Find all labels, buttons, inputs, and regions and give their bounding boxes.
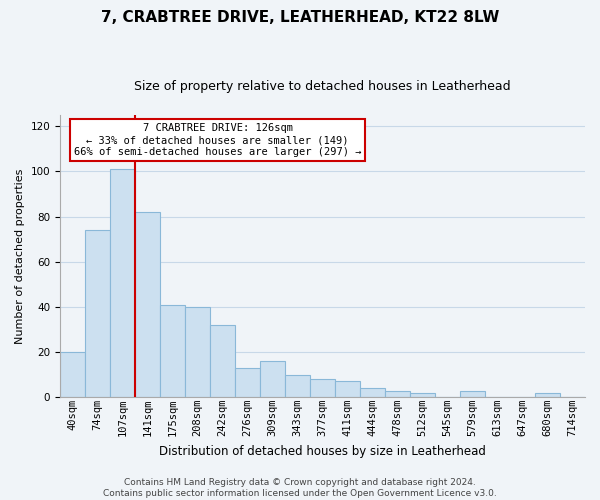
Bar bbox=[310, 379, 335, 398]
Text: 7, CRABTREE DRIVE, LEATHERHEAD, KT22 8LW: 7, CRABTREE DRIVE, LEATHERHEAD, KT22 8LW bbox=[101, 10, 499, 25]
Bar bbox=[135, 212, 160, 398]
Bar bbox=[535, 393, 560, 398]
X-axis label: Distribution of detached houses by size in Leatherhead: Distribution of detached houses by size … bbox=[159, 444, 486, 458]
Bar bbox=[60, 352, 85, 398]
Text: Contains HM Land Registry data © Crown copyright and database right 2024.
Contai: Contains HM Land Registry data © Crown c… bbox=[103, 478, 497, 498]
Bar bbox=[410, 393, 435, 398]
Bar bbox=[160, 304, 185, 398]
Bar bbox=[210, 325, 235, 398]
Bar bbox=[85, 230, 110, 398]
Bar bbox=[285, 374, 310, 398]
Text: 7 CRABTREE DRIVE: 126sqm
← 33% of detached houses are smaller (149)
66% of semi-: 7 CRABTREE DRIVE: 126sqm ← 33% of detach… bbox=[74, 124, 361, 156]
Bar bbox=[110, 169, 135, 398]
Bar bbox=[185, 307, 210, 398]
Title: Size of property relative to detached houses in Leatherhead: Size of property relative to detached ho… bbox=[134, 80, 511, 93]
Bar bbox=[460, 390, 485, 398]
Bar bbox=[385, 390, 410, 398]
Bar bbox=[260, 361, 285, 398]
Bar bbox=[335, 382, 360, 398]
Y-axis label: Number of detached properties: Number of detached properties bbox=[15, 168, 25, 344]
Bar bbox=[235, 368, 260, 398]
Bar bbox=[360, 388, 385, 398]
